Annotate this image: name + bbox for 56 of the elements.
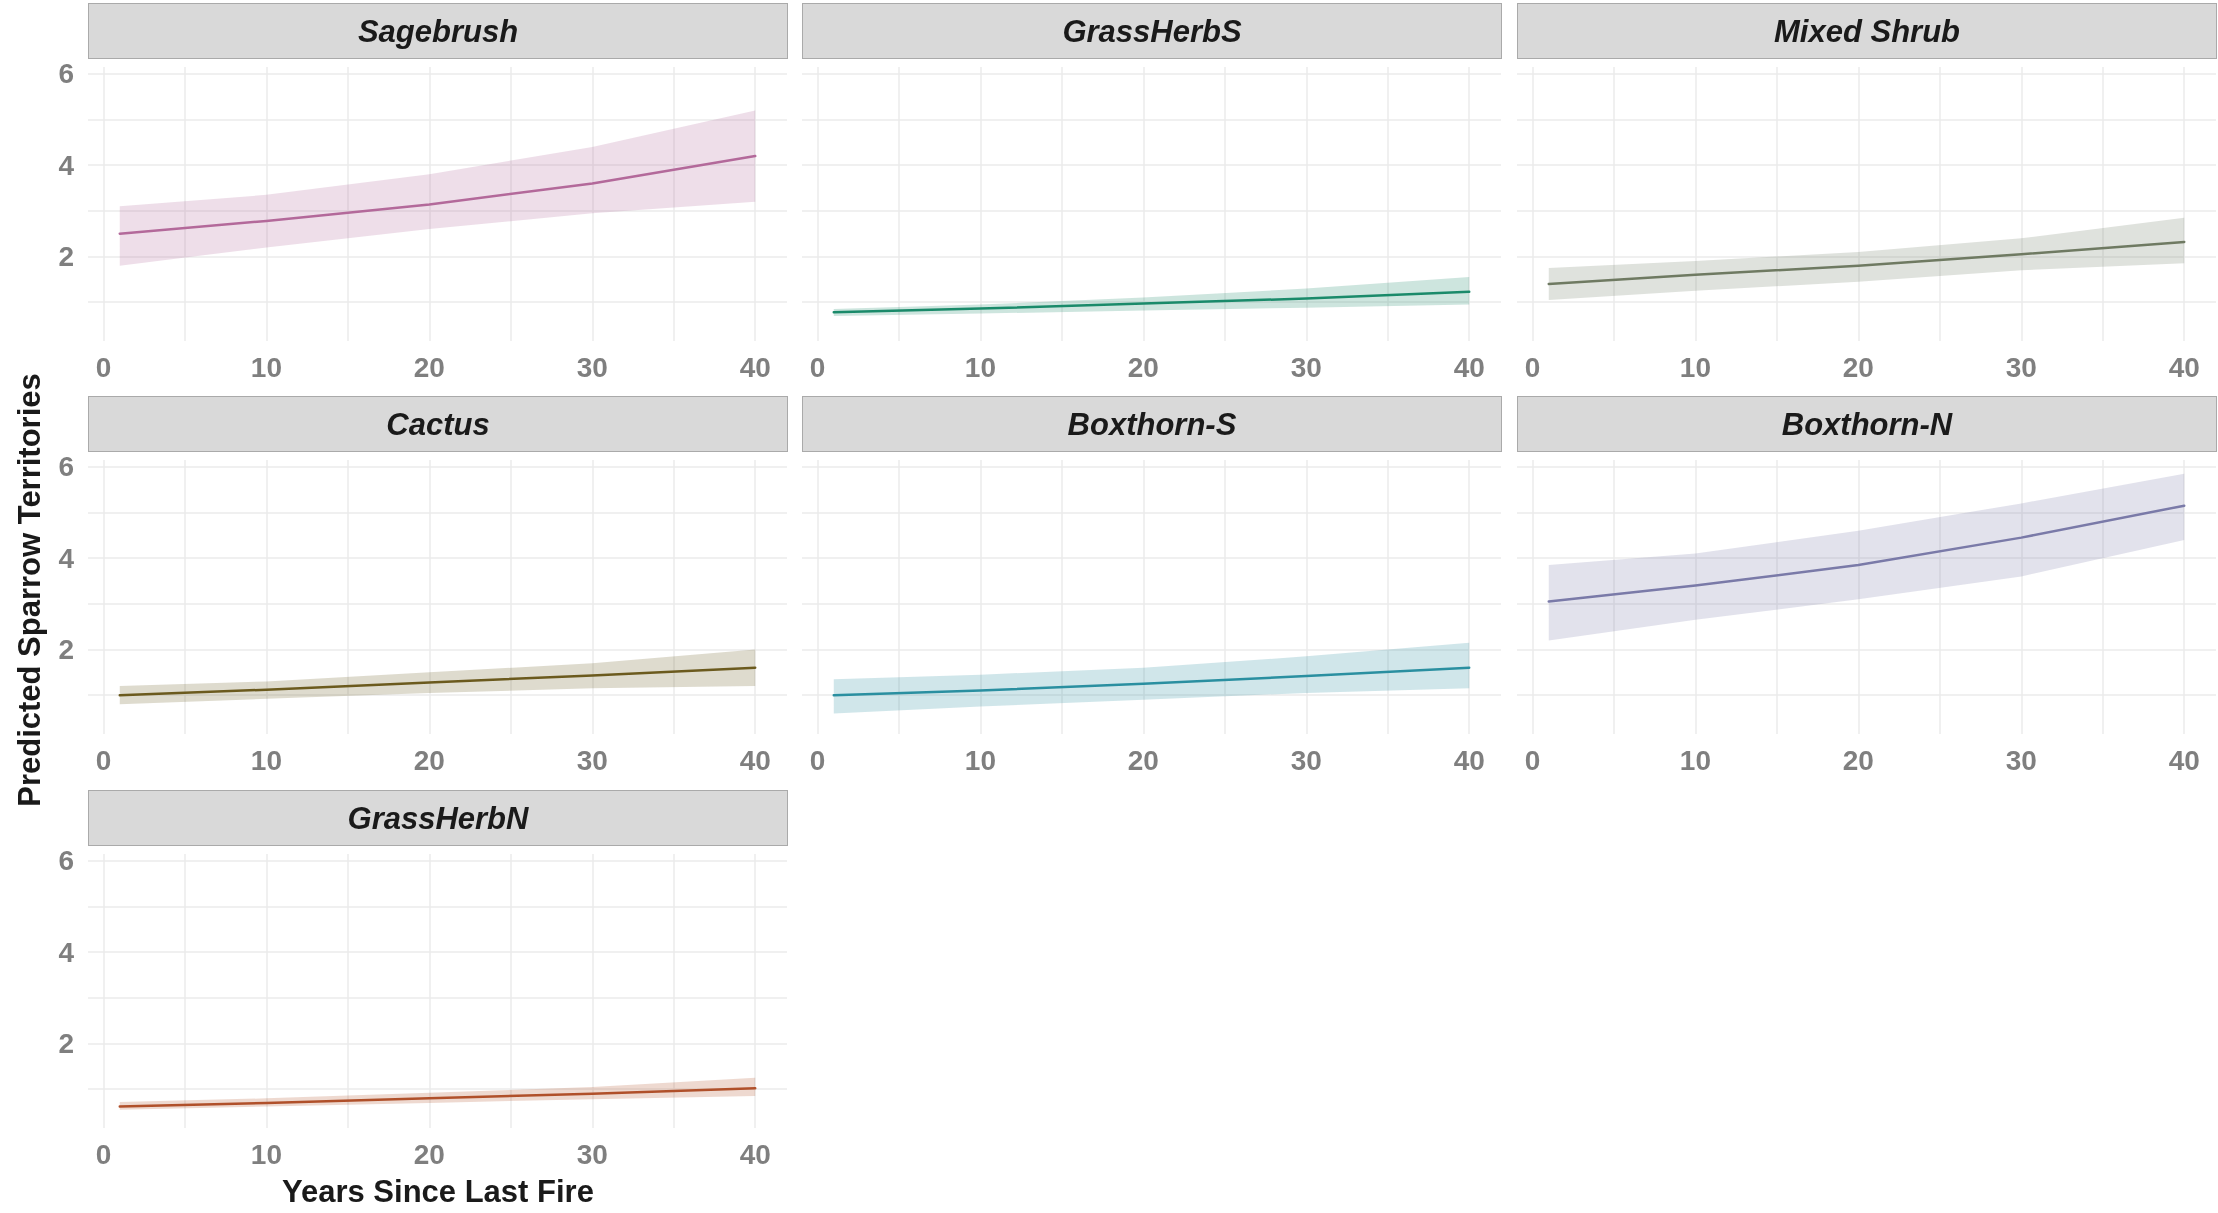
y-tick-label: 2 bbox=[58, 241, 74, 273]
y-axis-title: Predicted Sparrow Territories bbox=[11, 373, 48, 807]
x-tick-label: 20 bbox=[1842, 351, 1874, 383]
x-tick-label: 10 bbox=[1679, 744, 1711, 776]
chart-title: Cactus bbox=[88, 396, 788, 452]
x-tick-label: 40 bbox=[1453, 744, 1485, 776]
x-tick-label: 0 bbox=[1524, 351, 1541, 383]
x-tick-label: 10 bbox=[250, 744, 282, 776]
x-tick-label: 30 bbox=[576, 1138, 608, 1170]
line-series bbox=[118, 666, 757, 697]
x-tick-label: 0 bbox=[809, 351, 826, 383]
y-tick-label: 4 bbox=[58, 542, 75, 574]
x-tick-label: 0 bbox=[95, 744, 112, 776]
y-tick-label: 6 bbox=[58, 451, 74, 483]
x-tick-label: 10 bbox=[250, 1138, 282, 1170]
x-tick-label: 20 bbox=[1127, 351, 1159, 383]
x-tick-label: 40 bbox=[1453, 351, 1485, 383]
x-tick-label: 20 bbox=[413, 351, 445, 383]
y-tick-label: 6 bbox=[58, 845, 74, 877]
x-axis-title: Years Since Last Fire bbox=[282, 1174, 594, 1210]
x-tick-label: 10 bbox=[1679, 351, 1711, 383]
chart-title: GrassHerbS bbox=[802, 3, 1502, 59]
x-tick-label: 40 bbox=[2168, 351, 2200, 383]
x-tick-label: 30 bbox=[2005, 351, 2037, 383]
x-tick-label: 20 bbox=[1842, 744, 1874, 776]
x-tick-label: 20 bbox=[1127, 744, 1159, 776]
x-tick-label: 30 bbox=[2005, 744, 2037, 776]
x-tick-label: 10 bbox=[964, 744, 996, 776]
chart-title: Boxthorn-S bbox=[802, 396, 1502, 452]
chart-title: Mixed Shrub bbox=[1517, 3, 2217, 59]
line-series bbox=[118, 154, 757, 235]
x-tick-label: 40 bbox=[2168, 744, 2200, 776]
x-tick-label: 40 bbox=[739, 351, 771, 383]
x-tick-label: 40 bbox=[739, 744, 771, 776]
x-tick-label: 40 bbox=[739, 1138, 771, 1170]
x-tick-label: 30 bbox=[1290, 351, 1322, 383]
x-tick-label: 0 bbox=[809, 744, 826, 776]
x-tick-label: 10 bbox=[964, 351, 996, 383]
y-tick-label: 6 bbox=[58, 58, 74, 90]
x-tick-label: 30 bbox=[1290, 744, 1322, 776]
y-tick-label: 4 bbox=[58, 936, 75, 968]
x-tick-label: 0 bbox=[1524, 744, 1541, 776]
y-tick-label: 4 bbox=[58, 149, 75, 181]
x-tick-label: 30 bbox=[576, 351, 608, 383]
y-tick-label: 2 bbox=[58, 1028, 74, 1060]
x-tick-label: 30 bbox=[576, 744, 608, 776]
chart-title: Boxthorn-N bbox=[1517, 396, 2217, 452]
x-tick-label: 0 bbox=[95, 351, 112, 383]
chart-title: Sagebrush bbox=[88, 3, 788, 59]
x-tick-label: 10 bbox=[250, 351, 282, 383]
y-tick-label: 2 bbox=[58, 634, 74, 666]
x-tick-label: 20 bbox=[413, 744, 445, 776]
chart-title: GrassHerbN bbox=[88, 790, 788, 846]
line-series bbox=[118, 1087, 757, 1108]
x-tick-label: 0 bbox=[95, 1138, 112, 1170]
x-tick-label: 20 bbox=[413, 1138, 445, 1170]
